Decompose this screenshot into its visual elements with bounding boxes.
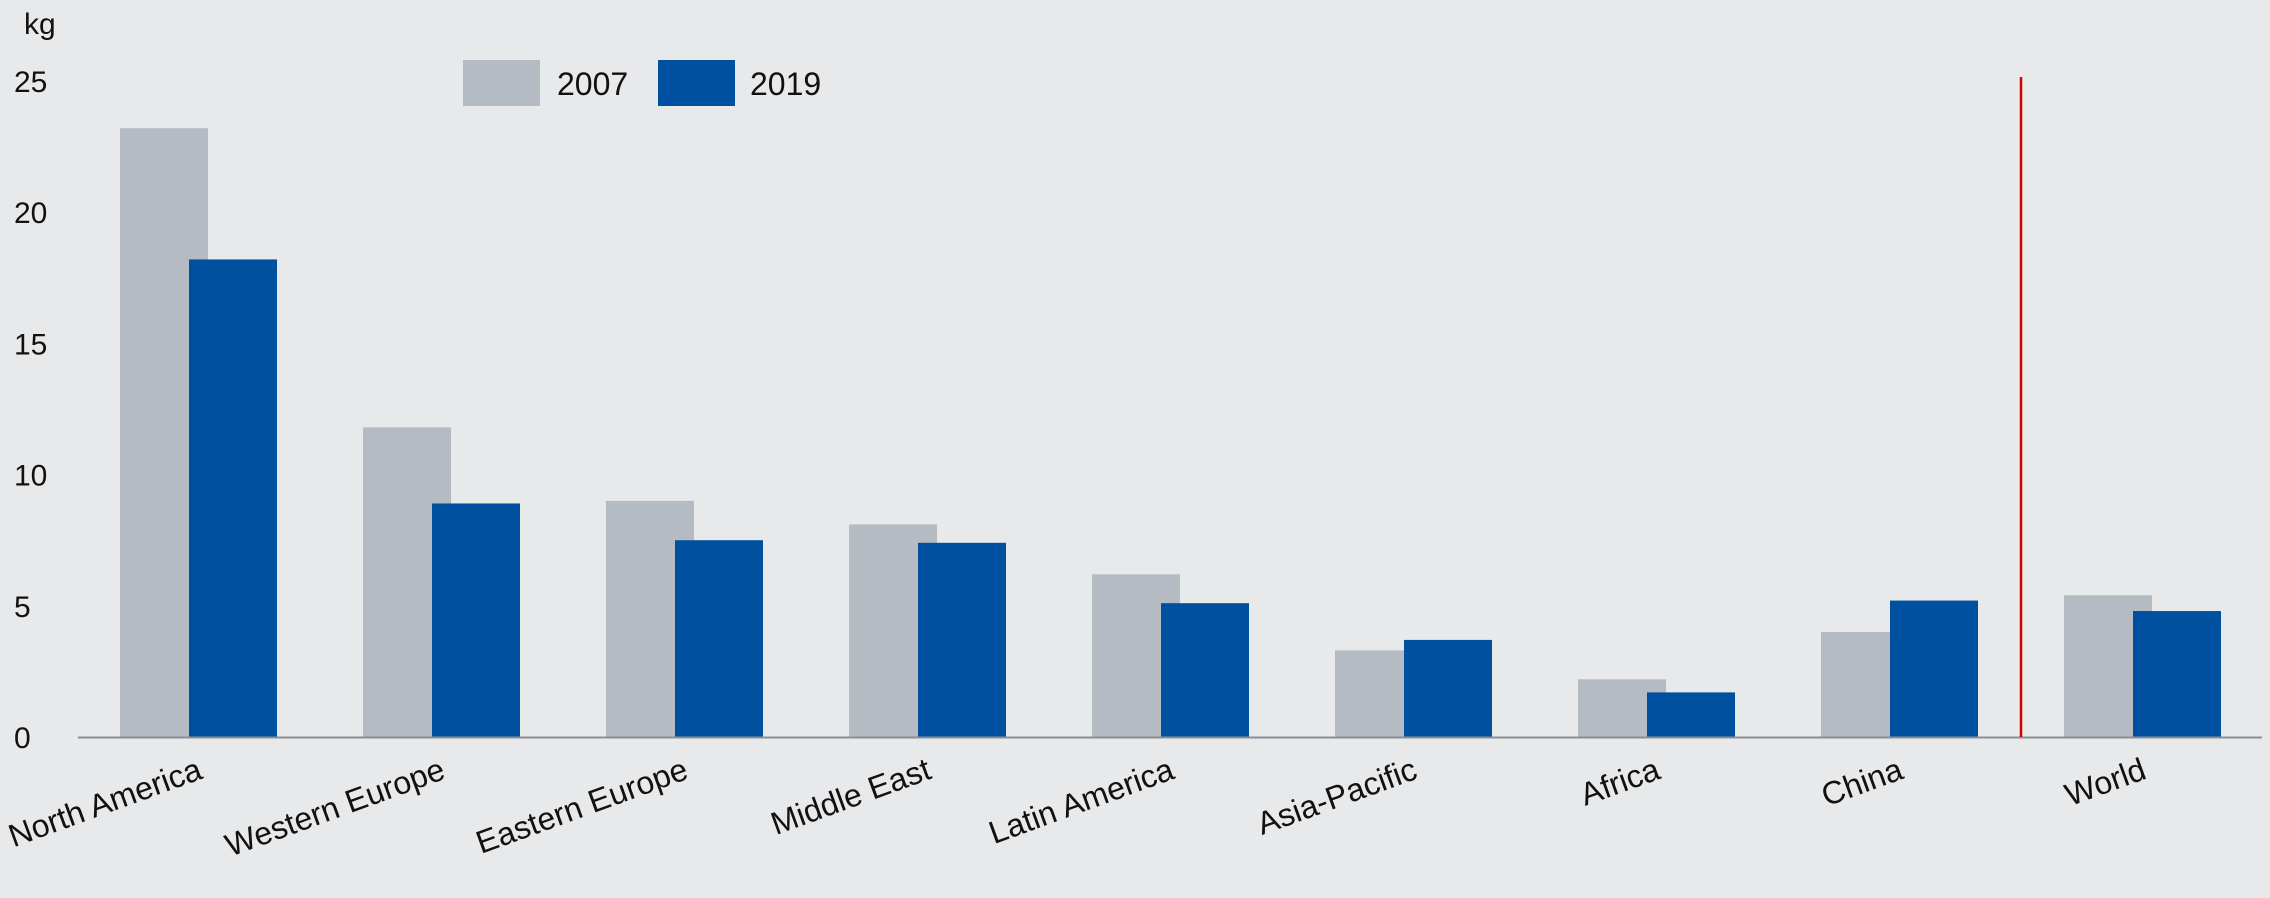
category-label-world: World <box>2060 751 2150 813</box>
y-tick-label-20: 20 <box>14 197 47 230</box>
bar-asia-pacific-2019 <box>1404 639 1492 737</box>
category-label-africa: Africa <box>1575 751 1664 813</box>
category-label-latin-america: Latin America <box>984 751 1179 851</box>
category-label-asia-pacific: Asia-Pacific <box>1252 751 1421 842</box>
bar-china-2019 <box>1890 600 1978 737</box>
bar-africa-2019 <box>1647 692 1735 737</box>
bar-world-2019 <box>2133 611 2221 737</box>
category-label-western-europe: Western Europe <box>220 751 449 864</box>
y-tick-label-5: 5 <box>14 591 31 624</box>
bar-eastern-europe-2019 <box>675 540 763 737</box>
y-tick-labels: 0 5 10 15 20 25 <box>14 66 47 755</box>
category-label-north-america: North America <box>4 751 207 854</box>
y-tick-label-10: 10 <box>14 460 47 493</box>
legend-label-2019: 2019 <box>750 66 821 102</box>
category-label-china: China <box>1817 751 1908 813</box>
category-labels: North America Western Europe Eastern Europ… <box>4 751 2151 864</box>
category-label-middle-east: Middle East <box>766 751 936 842</box>
bar-latin-america-2019 <box>1161 603 1249 737</box>
y-unit-label: kg <box>24 8 56 41</box>
bar-north-america-2019 <box>189 259 277 737</box>
legend-swatch-2019 <box>658 60 735 106</box>
category-label-eastern-europe: Eastern Europe <box>471 751 692 861</box>
legend-label-2007: 2007 <box>557 66 628 102</box>
y-tick-label-0: 0 <box>14 722 31 755</box>
bars-group <box>120 128 2221 737</box>
legend-swatch-2007 <box>463 60 540 106</box>
bar-middle-east-2019 <box>918 542 1006 737</box>
legend: 2007 2019 <box>463 60 821 106</box>
y-tick-label-25: 25 <box>14 66 47 99</box>
y-tick-label-15: 15 <box>14 328 47 361</box>
bar-western-europe-2019 <box>432 503 520 737</box>
